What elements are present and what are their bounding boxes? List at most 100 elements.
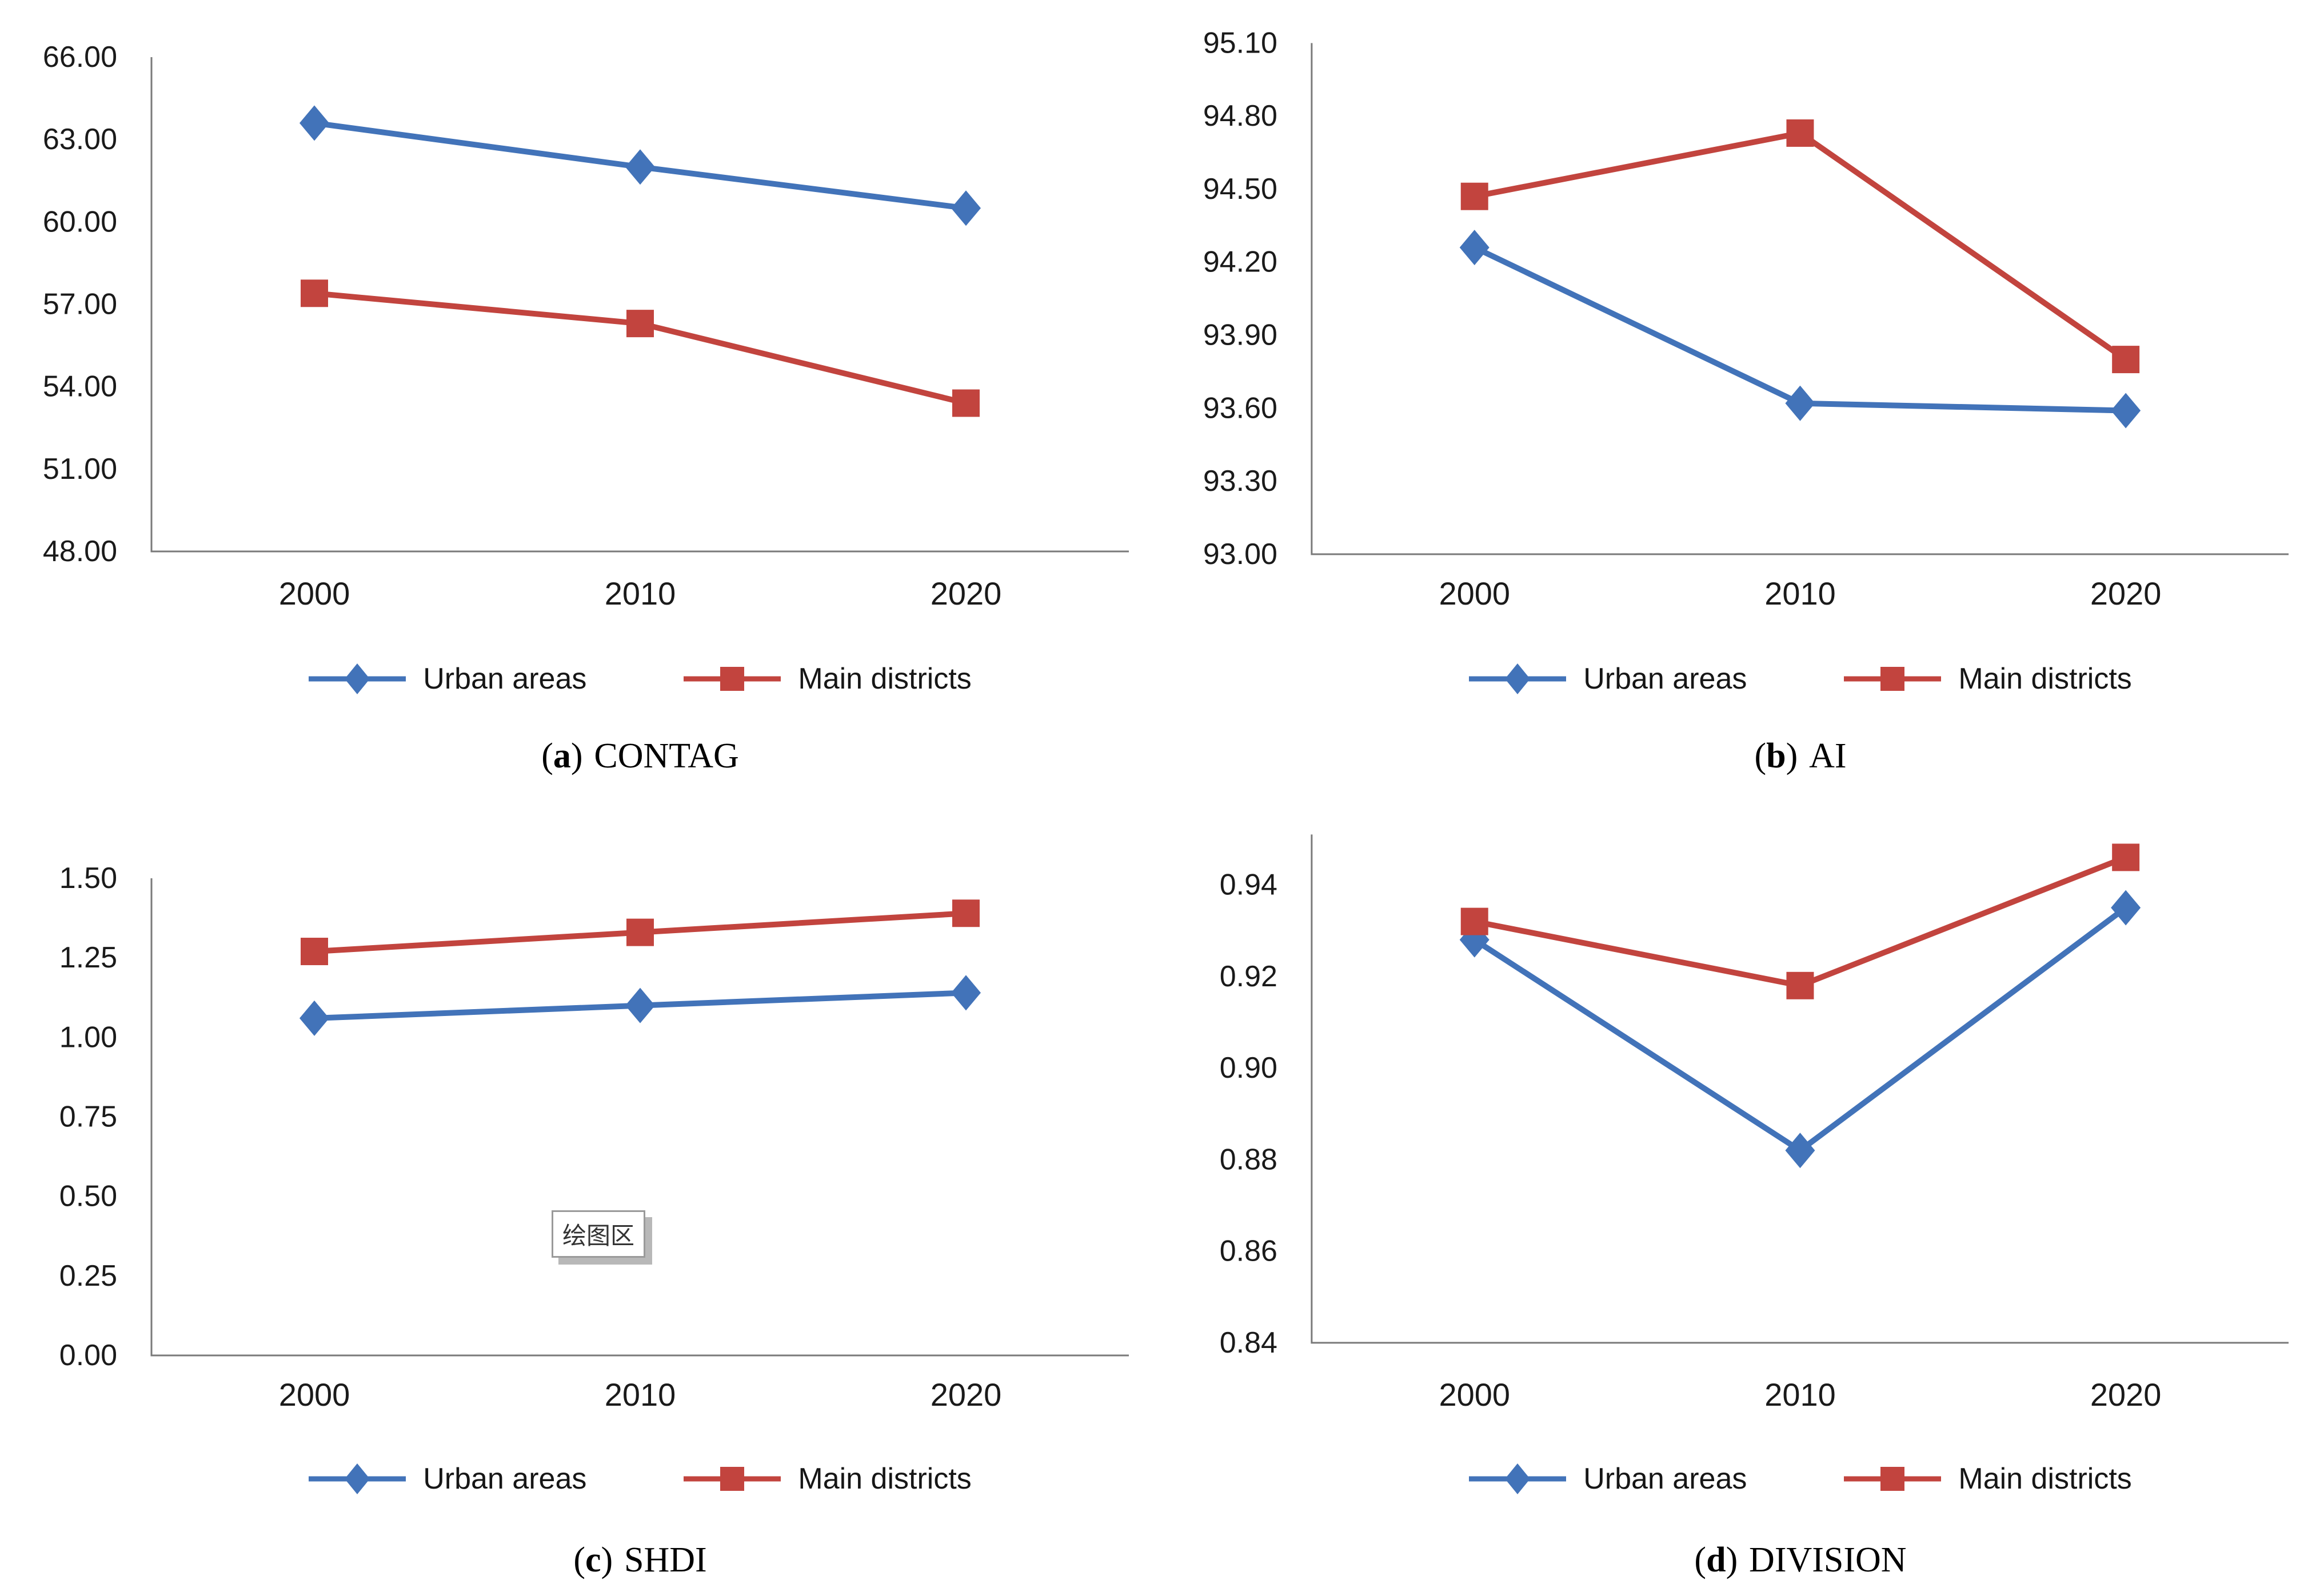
legend-label-urban-areas: Urban areas bbox=[1583, 662, 1747, 695]
chart-panel-division: 0.94 0.92 0.90 0.88 0.86 0.84 2000 2010 2020 Urb… bbox=[1160, 829, 2320, 1596]
division-line-chart: 0.94 0.92 0.90 0.88 0.86 0.84 2000 2010 2020 bbox=[1220, 834, 2289, 1413]
main-districts-line-marker-icon bbox=[1844, 1467, 1942, 1491]
legend-item-main-districts: Main districts bbox=[1844, 1461, 2132, 1497]
svg-text:2010: 2010 bbox=[605, 575, 676, 611]
svg-text:94.20: 94.20 bbox=[1203, 246, 1277, 279]
chart-caption-b: (b) AI bbox=[1312, 736, 2289, 777]
series-main-districts bbox=[1460, 119, 2140, 374]
caption-paren: ( bbox=[1694, 1541, 1707, 1579]
svg-text:93.60: 93.60 bbox=[1203, 391, 1277, 425]
legend-label-urban-areas: Urban areas bbox=[423, 662, 587, 695]
caption-paren: ) bbox=[1786, 737, 1798, 775]
svg-text:2000: 2000 bbox=[1439, 575, 1510, 611]
caption-paren: ) bbox=[601, 1541, 613, 1579]
x-axis-tick-labels: 2000 2010 2020 bbox=[279, 575, 1002, 611]
legend-label-main-districts: Main districts bbox=[798, 662, 972, 695]
series-main-districts bbox=[301, 279, 980, 417]
svg-text:2000: 2000 bbox=[1439, 1377, 1510, 1413]
svg-text:1.00: 1.00 bbox=[59, 1021, 117, 1054]
caption-title: CONTAG bbox=[594, 737, 739, 775]
plot-area-tooltip: 绘图区 bbox=[552, 1210, 646, 1258]
legend: Urban areas Main districts bbox=[151, 656, 1129, 702]
chart-panel-ai: 95.10 94.80 94.50 94.20 93.90 93.60 93.30 93.00… bbox=[1160, 0, 2320, 829]
legend-item-main-districts: Main districts bbox=[1844, 661, 2132, 697]
caption-paren: ) bbox=[570, 737, 583, 775]
axis-lines bbox=[1311, 43, 2289, 555]
svg-text:2010: 2010 bbox=[1764, 1377, 1836, 1413]
series-urban-areas bbox=[1459, 230, 2141, 429]
legend: Urban areas Main districts bbox=[1312, 656, 2289, 702]
legend: Urban areas Main districts bbox=[1312, 1456, 2289, 1502]
y-axis-tick-labels: 1.50 1.25 1.00 0.75 0.50 0.25 0.00 bbox=[59, 862, 117, 1372]
chart-caption-d: (d) DIVISION bbox=[1312, 1540, 2289, 1581]
x-axis-tick-labels: 2000 2010 2020 bbox=[1439, 575, 2161, 611]
legend-label-main-districts: Main districts bbox=[798, 1462, 972, 1495]
svg-text:94.80: 94.80 bbox=[1203, 99, 1277, 133]
svg-text:0.00: 0.00 bbox=[59, 1339, 117, 1372]
svg-text:0.50: 0.50 bbox=[59, 1180, 117, 1213]
axis-lines bbox=[150, 57, 1129, 553]
svg-text:57.00: 57.00 bbox=[43, 288, 117, 321]
svg-text:93.90: 93.90 bbox=[1203, 318, 1277, 351]
main-districts-line-marker-icon bbox=[1844, 667, 1942, 691]
caption-paren: ( bbox=[573, 1541, 585, 1579]
caption-letter: a bbox=[553, 737, 571, 775]
caption-letter: d bbox=[1706, 1541, 1726, 1579]
svg-text:2020: 2020 bbox=[931, 1377, 1002, 1413]
caption-paren: ( bbox=[1754, 737, 1767, 775]
legend: Urban areas Main districts bbox=[151, 1456, 1129, 1502]
svg-text:0.25: 0.25 bbox=[59, 1259, 117, 1293]
svg-text:1.25: 1.25 bbox=[59, 941, 117, 974]
series-urban-areas bbox=[300, 105, 981, 226]
svg-text:51.00: 51.00 bbox=[43, 453, 117, 486]
legend-item-urban-areas: Urban areas bbox=[1469, 1461, 1747, 1497]
svg-text:0.88: 0.88 bbox=[1220, 1143, 1277, 1176]
main-districts-line-marker-icon bbox=[684, 667, 781, 691]
svg-text:48.00: 48.00 bbox=[43, 535, 117, 568]
x-axis-tick-labels: 2000 2010 2020 bbox=[279, 1377, 1002, 1413]
series-main-districts bbox=[1460, 843, 2140, 999]
urban-areas-line-marker-icon bbox=[1469, 663, 1567, 694]
caption-letter: c bbox=[585, 1541, 601, 1579]
svg-text:66.00: 66.00 bbox=[43, 41, 117, 74]
caption-title: AI bbox=[1809, 737, 1847, 775]
svg-text:95.10: 95.10 bbox=[1203, 26, 1277, 59]
svg-text:0.92: 0.92 bbox=[1220, 960, 1277, 993]
svg-text:54.00: 54.00 bbox=[43, 370, 117, 403]
caption-title: DIVISION bbox=[1749, 1541, 1907, 1579]
caption-paren: ( bbox=[541, 737, 553, 775]
legend-item-main-districts: Main districts bbox=[684, 1461, 972, 1497]
legend-item-urban-areas: Urban areas bbox=[309, 1461, 586, 1497]
main-districts-line-marker-icon bbox=[684, 1467, 781, 1491]
svg-text:0.94: 0.94 bbox=[1220, 868, 1277, 901]
caption-letter: b bbox=[1766, 737, 1786, 775]
svg-text:0.84: 0.84 bbox=[1220, 1326, 1277, 1359]
urban-areas-line-marker-icon bbox=[309, 663, 406, 694]
chart-caption-a: (a) CONTAG bbox=[151, 736, 1129, 777]
legend-item-urban-areas: Urban areas bbox=[309, 661, 586, 697]
svg-text:2020: 2020 bbox=[931, 575, 1002, 611]
svg-text:0.90: 0.90 bbox=[1220, 1051, 1277, 1085]
axis-lines bbox=[1311, 834, 2289, 1344]
svg-text:60.00: 60.00 bbox=[43, 205, 117, 238]
legend-item-urban-areas: Urban areas bbox=[1469, 661, 1747, 697]
ai-line-chart: 95.10 94.80 94.50 94.20 93.90 93.60 93.30 93.00… bbox=[1203, 26, 2289, 611]
series-main-districts bbox=[301, 899, 980, 966]
y-axis-tick-labels: 95.10 94.80 94.50 94.20 93.90 93.60 93.30 93.00 bbox=[1203, 26, 1277, 571]
urban-areas-line-marker-icon bbox=[1469, 1463, 1567, 1494]
svg-text:2020: 2020 bbox=[2090, 575, 2162, 611]
legend-label-urban-areas: Urban areas bbox=[1583, 1462, 1747, 1495]
svg-text:94.50: 94.50 bbox=[1203, 173, 1277, 206]
shdi-line-chart: 1.50 1.25 1.00 0.75 0.50 0.25 0.00 2000 2010 2020 bbox=[59, 862, 1129, 1413]
y-axis-tick-labels: 0.94 0.92 0.90 0.88 0.86 0.84 bbox=[1220, 868, 1277, 1359]
legend-label-main-districts: Main districts bbox=[1958, 662, 2132, 695]
chart-caption-c: (c) SHDI bbox=[151, 1540, 1129, 1581]
series-urban-areas bbox=[300, 975, 981, 1036]
svg-text:2000: 2000 bbox=[279, 575, 350, 611]
svg-text:0.86: 0.86 bbox=[1220, 1235, 1277, 1268]
legend-label-urban-areas: Urban areas bbox=[423, 1462, 587, 1495]
svg-text:2000: 2000 bbox=[279, 1377, 350, 1413]
legend-label-main-districts: Main districts bbox=[1958, 1462, 2132, 1495]
svg-text:0.75: 0.75 bbox=[59, 1101, 117, 1134]
